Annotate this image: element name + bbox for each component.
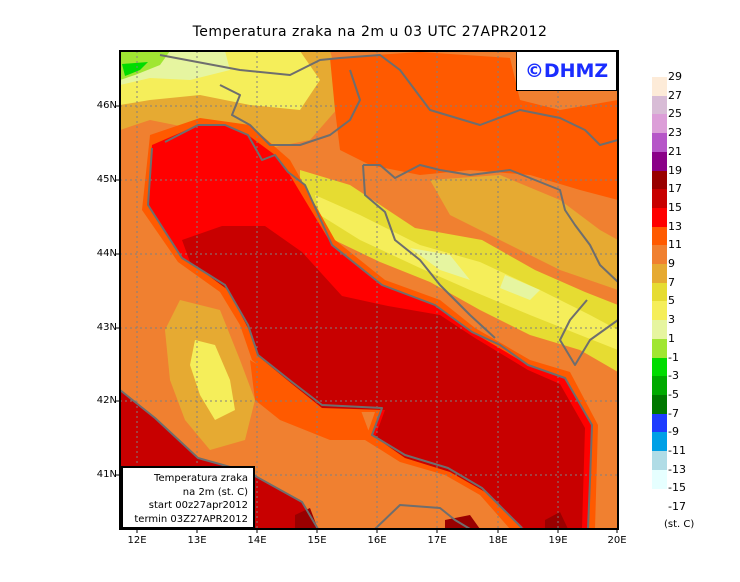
legend-swatch xyxy=(652,170,667,190)
legend-label: -1 xyxy=(668,350,679,364)
legend-label: -15 xyxy=(668,481,686,495)
legend-swatch xyxy=(652,245,667,265)
info-line: na 2m (st. C) xyxy=(182,486,248,498)
legend-label: 11 xyxy=(668,238,682,252)
legend-swatch xyxy=(652,133,667,153)
info-box: Temperatura zraka na 2m (st. C) start 00… xyxy=(121,466,255,529)
legend-label: 1 xyxy=(668,331,675,345)
warm-area-ne xyxy=(330,52,618,200)
legend-swatch xyxy=(652,207,667,227)
legend-swatch xyxy=(652,376,667,396)
legend-label: 25 xyxy=(668,107,682,121)
legend-swatch xyxy=(652,451,667,470)
legend-swatch xyxy=(652,432,667,452)
map-frame xyxy=(119,50,619,530)
lon-label: 14E xyxy=(247,535,267,546)
axis-ticks xyxy=(116,105,618,533)
info-line: termin 03Z27APR2012 xyxy=(134,513,248,525)
legend-label: 19 xyxy=(668,163,682,177)
lon-label: 20E xyxy=(607,535,627,546)
legend-label: -5 xyxy=(668,387,679,401)
legend-unit: (st. C) xyxy=(664,519,695,530)
legend-swatch xyxy=(652,338,667,358)
lon-label: 15E xyxy=(307,535,327,546)
legend-label: -9 xyxy=(668,425,679,439)
legend-swatch xyxy=(652,151,667,171)
legend-label: 27 xyxy=(668,88,682,102)
pale-band xyxy=(410,248,540,300)
dhmz-logo: ©DHMZ xyxy=(516,51,617,91)
legend-label: -3 xyxy=(668,369,679,383)
legend-swatch xyxy=(652,114,667,134)
adriatic-south xyxy=(182,226,585,529)
legend-label: 15 xyxy=(668,200,682,214)
legend-swatch xyxy=(652,77,667,96)
map-title: Temperatura zraka na 2m u 03 UTC 27APR20… xyxy=(192,24,548,40)
lat-label: 42N xyxy=(96,395,117,406)
borders xyxy=(159,54,618,366)
light-yellow-band xyxy=(315,195,618,350)
lon-label: 18E xyxy=(488,535,508,546)
legend-label: 29 xyxy=(668,70,682,83)
legend-swatch xyxy=(652,282,667,302)
legend-swatch xyxy=(652,95,667,115)
legend-swatch xyxy=(652,264,667,283)
yellow-area-italy xyxy=(190,340,235,420)
legend-label: 17 xyxy=(668,182,682,196)
legend-label: 9 xyxy=(668,257,675,270)
legend-swatch xyxy=(652,301,667,321)
lon-label: 13E xyxy=(187,535,207,546)
legend-swatch xyxy=(652,357,667,377)
bright-green-spot xyxy=(122,62,148,76)
legend-swatch xyxy=(652,226,667,246)
coastlines xyxy=(120,124,593,529)
lat-label: 43N xyxy=(96,322,117,333)
legend-swatch xyxy=(652,394,667,414)
legend-swatch xyxy=(652,320,667,340)
legend-label: -11 xyxy=(668,444,686,457)
legend-label: -17 xyxy=(668,500,686,514)
legend-label: 5 xyxy=(668,294,675,308)
legend-label: 21 xyxy=(668,144,682,158)
legend-label: 3 xyxy=(668,313,675,327)
lon-label: 16E xyxy=(367,535,387,546)
gold-area-ne xyxy=(430,175,618,290)
lon-label: 19E xyxy=(548,535,568,546)
legend-label: 13 xyxy=(668,219,682,233)
lat-label: 45N xyxy=(96,174,117,185)
legend-label: -7 xyxy=(668,406,679,420)
legend-swatch xyxy=(652,413,667,433)
lat-label: 46N xyxy=(96,100,117,111)
legend-label: -13 xyxy=(668,462,686,476)
legend-label: 7 xyxy=(668,275,675,289)
lat-label: 41N xyxy=(96,469,117,480)
lon-label: 17E xyxy=(427,535,447,546)
legend-swatch xyxy=(652,469,667,489)
legend-label: 23 xyxy=(668,126,682,140)
lon-label: 12E xyxy=(127,535,147,546)
legend-swatch xyxy=(652,189,667,209)
info-line: start 00z27apr2012 xyxy=(148,500,248,511)
lat-label: 44N xyxy=(96,248,117,259)
info-line: Temperatura zraka xyxy=(154,473,248,484)
